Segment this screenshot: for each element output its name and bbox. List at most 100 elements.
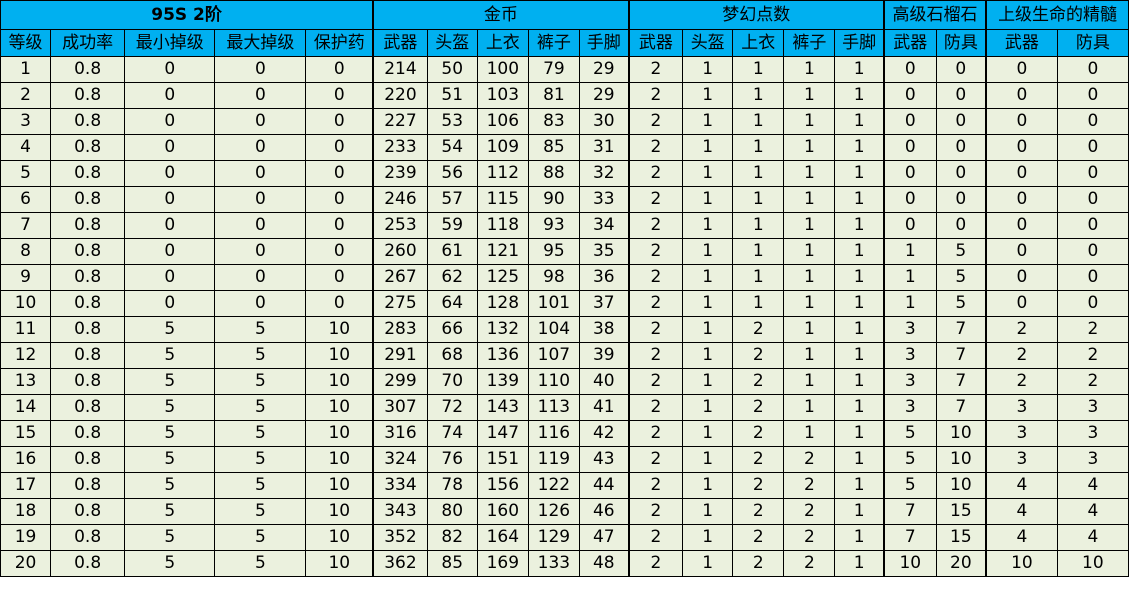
- table-cell: 0: [882, 56, 937, 83]
- table-cell: 0: [1056, 238, 1130, 265]
- table-cell: 36: [578, 264, 630, 291]
- table-cell: 1: [682, 212, 734, 239]
- table-cell: 1: [783, 342, 836, 369]
- table-cell: 85: [527, 134, 580, 161]
- table-cell: 1: [732, 264, 785, 291]
- table-cell: 14: [0, 394, 52, 421]
- table-row: 18 0.8 5 5 10 343 80 160 126 46 2 1 2 2 1 7 15 4 4: [0, 498, 1130, 525]
- table-cell: 0: [1056, 264, 1130, 291]
- table-cell: 0: [124, 56, 216, 83]
- table-cell: 1: [882, 290, 937, 317]
- table-cell: 50: [426, 56, 478, 83]
- table-cell: 4: [0, 134, 52, 161]
- table-cell: 32: [578, 160, 630, 187]
- table-cell: 1: [834, 446, 885, 473]
- column-header: 武器: [372, 29, 428, 57]
- table-cell: 20: [0, 550, 52, 577]
- table-cell: 1: [732, 212, 785, 239]
- group-header-row: 95S 2阶 金币 梦幻点数 高级石榴石 上级生命的精髓: [0, 0, 1130, 30]
- table-cell: 2: [1056, 368, 1130, 395]
- table-cell: 2: [627, 238, 684, 265]
- table-cell: 10: [305, 368, 374, 395]
- table-cell: 5: [124, 394, 216, 421]
- table-cell: 1: [783, 186, 836, 213]
- table-cell: 2: [627, 498, 684, 525]
- table-cell: 1: [732, 134, 785, 161]
- table-cell: 5: [124, 368, 216, 395]
- table-cell: 2: [732, 472, 785, 499]
- table-cell: 103: [476, 82, 529, 109]
- table-cell: 115: [476, 186, 529, 213]
- table-cell: 136: [476, 342, 529, 369]
- table-cell: 31: [578, 134, 630, 161]
- table-cell: 1: [732, 186, 785, 213]
- table-cell: 2: [627, 134, 684, 161]
- table-cell: 2: [783, 446, 836, 473]
- table-cell: 164: [476, 524, 529, 551]
- table-cell: 51: [426, 82, 478, 109]
- table-cell: 1: [682, 342, 734, 369]
- table-row: 20 0.8 5 5 10 362 85 169 133 48 2 1 2 2 1 10 20 10 10: [0, 550, 1130, 577]
- table-cell: 0: [124, 264, 216, 291]
- table-cell: 1: [682, 472, 734, 499]
- table-header: 95S 2阶 金币 梦幻点数 高级石榴石 上级生命的精髓 等级 成功率 最小掉级 最大…: [0, 0, 1130, 57]
- table-cell: 1: [783, 290, 836, 317]
- table-cell: 4: [1056, 472, 1130, 499]
- table-cell: 0: [305, 108, 374, 135]
- table-cell: 0.8: [50, 56, 126, 83]
- table-cell: 125: [476, 264, 529, 291]
- table-cell: 0.8: [50, 420, 126, 447]
- table-cell: 29: [578, 82, 630, 109]
- table-cell: 156: [476, 472, 529, 499]
- table-cell: 3: [882, 342, 937, 369]
- table-cell: 10: [882, 550, 937, 577]
- table-cell: 0.8: [50, 186, 126, 213]
- table-cell: 1: [834, 290, 885, 317]
- table-cell: 267: [372, 264, 428, 291]
- table-cell: 5: [124, 420, 216, 447]
- table-cell: 324: [372, 446, 428, 473]
- table-cell: 0: [124, 212, 216, 239]
- table-cell: 1: [682, 498, 734, 525]
- table-cell: 1: [732, 160, 785, 187]
- table-cell: 4: [985, 524, 1058, 551]
- table-cell: 4: [985, 472, 1058, 499]
- table-cell: 1: [682, 108, 734, 135]
- table-cell: 1: [682, 290, 734, 317]
- table-cell: 2: [1056, 316, 1130, 343]
- table-cell: 0: [985, 290, 1058, 317]
- table-cell: 20: [935, 550, 987, 577]
- table-cell: 5: [935, 290, 987, 317]
- table-cell: 0: [305, 56, 374, 83]
- table-cell: 227: [372, 108, 428, 135]
- table-cell: 3: [882, 316, 937, 343]
- table-cell: 1: [732, 290, 785, 317]
- column-header: 武器: [985, 29, 1058, 57]
- table-cell: 0: [305, 238, 374, 265]
- table-cell: 4: [1056, 524, 1130, 551]
- table-cell: 0: [214, 238, 307, 265]
- table-cell: 233: [372, 134, 428, 161]
- table-cell: 1: [834, 212, 885, 239]
- table-cell: 57: [426, 186, 478, 213]
- table-cell: 0: [124, 186, 216, 213]
- table-cell: 10: [935, 472, 987, 499]
- table-cell: 70: [426, 368, 478, 395]
- table-cell: 0: [985, 264, 1058, 291]
- table-cell: 10: [305, 498, 374, 525]
- table-cell: 10: [305, 524, 374, 551]
- table-cell: 1: [783, 238, 836, 265]
- table-cell: 1: [834, 524, 885, 551]
- table-cell: 0: [305, 186, 374, 213]
- table-cell: 0: [985, 160, 1058, 187]
- table-cell: 93: [527, 212, 580, 239]
- column-header: 武器: [882, 29, 937, 57]
- table-cell: 1: [732, 56, 785, 83]
- table-cell: 10: [935, 420, 987, 447]
- table-cell: 5: [214, 524, 307, 551]
- table-cell: 78: [426, 472, 478, 499]
- column-header: 防具: [1056, 29, 1130, 57]
- table-cell: 0: [985, 212, 1058, 239]
- table-cell: 5: [124, 316, 216, 343]
- table-cell: 1: [682, 160, 734, 187]
